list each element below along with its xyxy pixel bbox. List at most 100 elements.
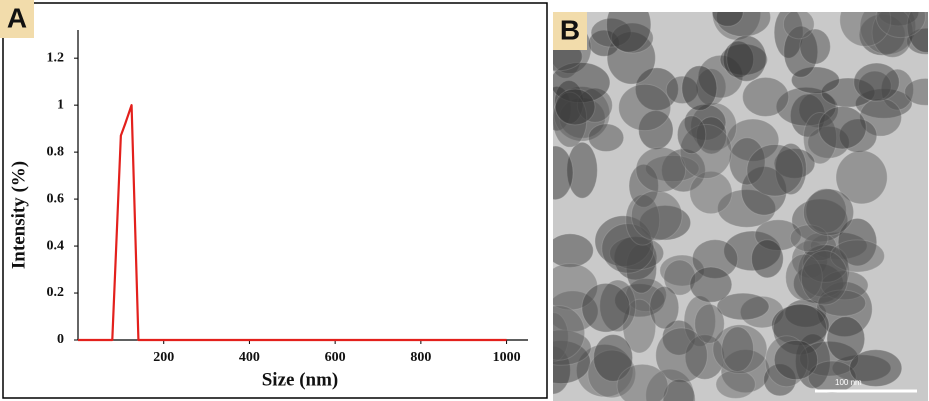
particle <box>802 232 838 262</box>
particle <box>797 243 850 298</box>
particle <box>858 13 906 56</box>
particle <box>773 339 819 381</box>
particle <box>695 68 727 107</box>
y-tick-label: 0.8 <box>47 144 65 159</box>
particle <box>711 12 744 27</box>
particle <box>581 282 631 333</box>
particle <box>553 290 599 333</box>
particle <box>826 316 866 362</box>
particle <box>638 109 674 151</box>
particle <box>553 305 586 361</box>
particle <box>726 118 780 162</box>
panel-b-label: B <box>560 14 580 45</box>
particle <box>553 85 572 132</box>
particle <box>553 340 591 385</box>
particle <box>690 102 738 152</box>
x-tick-label: 200 <box>153 350 174 365</box>
particle <box>799 28 831 65</box>
particle <box>681 65 718 111</box>
particle <box>625 194 661 246</box>
data-line <box>78 104 507 342</box>
y-tick-label: 0 <box>57 332 64 347</box>
particle <box>802 188 855 236</box>
particle <box>809 231 868 260</box>
particle <box>716 292 770 321</box>
particle <box>609 236 665 271</box>
particle <box>800 250 849 306</box>
particle <box>791 198 849 243</box>
particle <box>594 215 653 267</box>
particle <box>877 12 920 27</box>
particle <box>739 295 785 329</box>
particle <box>793 263 844 305</box>
particle <box>695 116 728 155</box>
particle <box>775 86 837 127</box>
particle <box>593 333 634 382</box>
y-axis-title: Intensity (%) <box>8 161 29 269</box>
particle <box>553 233 594 268</box>
particle <box>588 29 620 57</box>
particle <box>661 319 696 356</box>
particle <box>679 123 733 179</box>
particle <box>719 43 768 76</box>
particle <box>590 17 632 48</box>
particle <box>575 343 634 398</box>
panel-a-badge <box>0 0 34 38</box>
particle <box>805 187 847 234</box>
particle <box>553 86 611 142</box>
particle <box>802 244 849 283</box>
particle <box>645 154 700 183</box>
particle <box>782 12 815 40</box>
particle <box>587 349 637 399</box>
particle <box>817 289 867 317</box>
particle <box>554 88 596 126</box>
x-tick-label: 600 <box>325 350 346 365</box>
particle <box>831 354 892 382</box>
particle <box>720 348 771 394</box>
particle <box>829 239 885 273</box>
particle <box>783 25 819 78</box>
particle <box>711 12 762 41</box>
particle <box>689 170 733 215</box>
particle <box>740 166 788 216</box>
particle <box>553 312 569 363</box>
y-tick-label: 1.2 <box>47 50 65 65</box>
particle <box>553 263 599 311</box>
particle <box>622 298 657 354</box>
particle <box>638 204 692 241</box>
particle <box>712 324 768 375</box>
particle <box>849 349 903 388</box>
particle <box>606 31 656 85</box>
particle <box>721 326 755 373</box>
particle <box>715 369 756 400</box>
particle <box>746 143 804 197</box>
particle <box>838 118 878 153</box>
particle <box>606 12 652 53</box>
particle <box>857 70 892 102</box>
particle <box>771 304 830 347</box>
particle <box>772 303 828 356</box>
particle <box>630 190 683 241</box>
panel-b-badge <box>553 12 587 50</box>
particle <box>802 111 838 165</box>
particle <box>763 363 797 397</box>
particle <box>854 88 913 119</box>
particle <box>610 22 654 54</box>
particle <box>798 91 839 129</box>
particle <box>684 334 725 380</box>
particle <box>875 12 926 39</box>
particle <box>614 283 666 318</box>
particle <box>728 137 766 186</box>
particle <box>635 146 687 193</box>
particle <box>791 240 829 279</box>
particle <box>553 61 611 104</box>
particle <box>683 103 727 141</box>
particle <box>599 279 637 333</box>
particle <box>859 97 903 137</box>
particle <box>742 76 790 118</box>
particle <box>773 12 804 59</box>
particle <box>659 254 705 287</box>
particle <box>689 266 733 303</box>
particle <box>818 105 867 150</box>
particle <box>553 329 592 366</box>
